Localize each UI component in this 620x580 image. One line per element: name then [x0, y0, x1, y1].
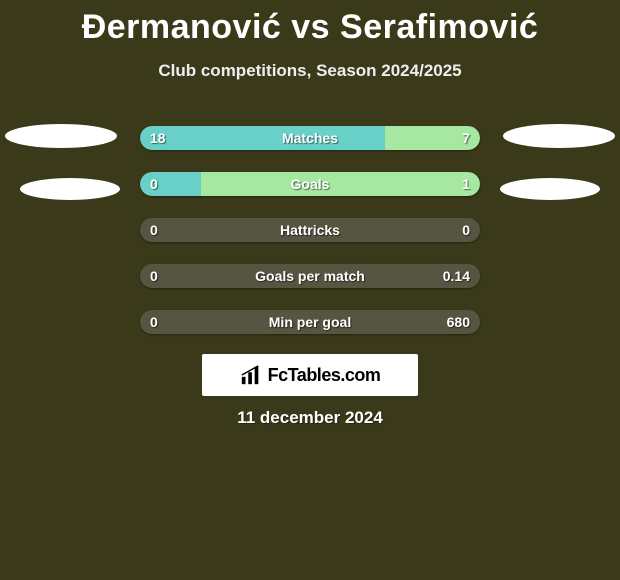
stat-row: 00.14Goals per match: [140, 264, 480, 288]
stat-row: 01Goals: [140, 172, 480, 196]
fctables-logo-text: FcTables.com: [268, 365, 381, 386]
avatar-placeholder-right-2: [500, 178, 600, 200]
avatar-placeholder-left-2: [20, 178, 120, 200]
stat-label: Goals per match: [140, 264, 480, 288]
stats-rows: 187Matches 01Goals 00Hattricks 00.14Goals p…: [140, 126, 480, 356]
stat-label: Matches: [140, 126, 480, 150]
stat-label: Min per goal: [140, 310, 480, 334]
avatar-placeholder-right-1: [503, 124, 615, 148]
fctables-logo[interactable]: FcTables.com: [202, 354, 418, 396]
stat-label: Goals: [140, 172, 480, 196]
page-subtitle: Club competitions, Season 2024/2025: [0, 61, 620, 81]
stat-row: 00Hattricks: [140, 218, 480, 242]
stat-label: Hattricks: [140, 218, 480, 242]
date-text: 11 december 2024: [0, 408, 620, 428]
stat-row: 187Matches: [140, 126, 480, 150]
bar-chart-icon: [240, 364, 262, 386]
page-title: Đermanović vs Serafimović: [0, 0, 620, 47]
stat-row: 0680Min per goal: [140, 310, 480, 334]
avatar-placeholder-left-1: [5, 124, 117, 148]
